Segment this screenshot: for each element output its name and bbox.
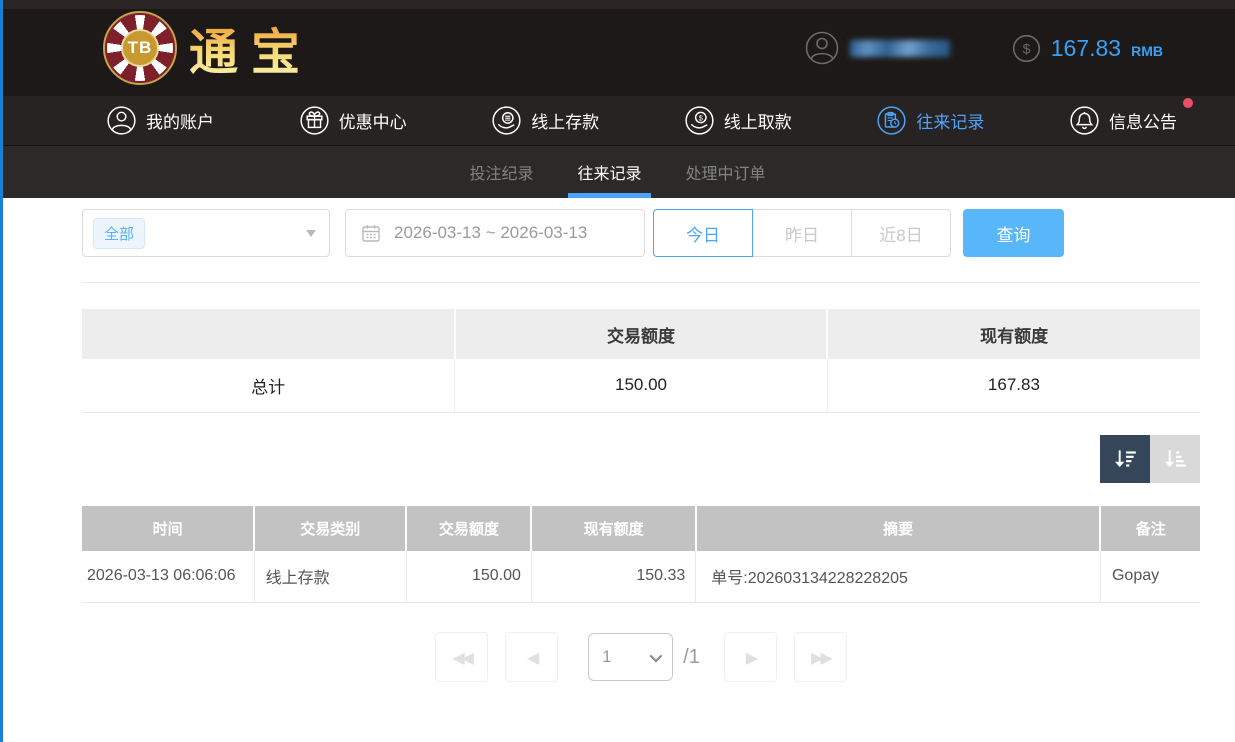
page-select-value: 1 [602,647,612,666]
col-summary: 摘要 [694,505,1101,551]
type-select[interactable]: 全部 [82,209,330,257]
record-current-amount: 150.33 [530,550,696,603]
subnav: 投注纪录 往来记录 处理中订单 [0,146,1235,198]
col-current-amount: 现有额度 [530,505,696,551]
record-summary: 单号:202603134228228205 [695,550,1101,603]
date-range-input[interactable]: 2026-03-13 ~ 2026-03-13 [345,209,645,257]
records-header-row: 时间 交易类别 交易额度 现有额度 摘要 备注 [82,505,1200,551]
quick-btn-yesterday[interactable]: 昨日 [752,209,852,257]
summary-trade-amount: 150.00 [454,359,828,413]
user-account[interactable] [804,30,950,66]
sort-ascending-button[interactable] [1150,434,1200,483]
record-time: 2026-03-13 06:06:06 [82,550,255,603]
brand-name: 通宝 [189,13,313,84]
page-select[interactable]: 1 [588,633,674,681]
nav-item-deposit[interactable]: 线上存款 [491,105,599,136]
sort-ascending-icon [1165,449,1186,467]
record-type: 线上存款 [253,550,407,603]
chevron-down-icon [649,649,663,662]
record-remark: Gopay [1099,550,1200,603]
first-page-button[interactable]: ◀◀ [435,632,489,682]
user-icon [107,106,136,135]
section-divider [82,282,1200,283]
quick-range-group: 今日 昨日 近8日 [653,209,951,257]
pagination: ◀◀ ◀ 1 /1 ▶ ▶▶ [82,632,1200,682]
poker-chip-icon: TB [103,11,177,85]
balance: $ 167.83 RMB [1012,34,1163,63]
nav-item-my-account[interactable]: 我的账户 [106,105,214,136]
filter-bar: 全部 2026-03-13 ~ 2026-03-13 今日 昨日 近8日 查询 [82,209,1200,257]
next-page-button[interactable]: ▶ [723,632,777,682]
gift-icon [300,106,329,135]
header-right: $ 167.83 RMB [804,30,1235,66]
nav-item-promotions[interactable]: 优惠中心 [299,105,407,136]
sort-controls [82,434,1200,483]
nav-item-records[interactable]: 往来记录 [876,105,984,136]
withdraw-icon: $ [685,106,714,135]
balance-currency: RMB [1131,43,1163,59]
col-time: 时间 [82,505,255,551]
date-range-value: 2026-03-13 ~ 2026-03-13 [394,223,588,242]
nav-item-announcements[interactable]: 信息公告 [1069,98,1193,136]
search-button[interactable]: 查询 [963,209,1064,257]
top-header: TB 通宝 $ 167.83 RMB [0,0,1235,96]
col-remark: 备注 [1099,505,1200,551]
svg-text:$: $ [1022,40,1030,56]
col-type: 交易类别 [253,505,407,551]
chip-monogram: TB [121,29,159,67]
left-edge-strip [0,0,3,742]
calendar-icon [362,225,380,242]
tab-pending-orders[interactable]: 处理中订单 [685,166,766,183]
brand-logo[interactable]: TB 通宝 [103,11,313,85]
summary-header-trade-amount: 交易额度 [453,309,828,359]
summary-total-label: 总计 [82,359,455,413]
col-trade-amount: 交易额度 [405,505,532,551]
sort-descending-button[interactable] [1100,434,1150,483]
tab-betting-records[interactable]: 投注纪录 [469,166,534,183]
svg-text:$: $ [698,114,703,123]
main-nav: 我的账户 优惠中心 线上存款 $ 线上取款 [0,96,1235,146]
deposit-icon [492,106,521,135]
quick-btn-today[interactable]: 今日 [653,209,753,257]
summary-current-amount: 167.83 [826,359,1200,413]
coin-icon: $ [1012,34,1040,62]
summary-header-current-amount: 现有额度 [826,309,1200,359]
tab-transaction-records[interactable]: 往来记录 [555,146,663,198]
table-row: 2026-03-13 06:06:06 线上存款 150.00 150.33 单… [82,550,1200,603]
summary-header-empty [82,309,455,359]
nav-item-withdraw[interactable]: $ 线上取款 [684,105,792,136]
summary-total-row: 总计 150.00 167.83 [82,359,1200,413]
username-redacted [849,39,950,57]
balance-amount: 167.83 [1050,34,1122,61]
records-icon [877,106,906,135]
sort-descending-icon [1115,449,1136,467]
content: 全部 2026-03-13 ~ 2026-03-13 今日 昨日 近8日 查询 [0,209,1235,682]
type-select-tag: 全部 [93,217,146,249]
record-trade-amount: 150.00 [405,550,532,603]
page-total-label: /1 [683,645,700,668]
notification-badge [1182,98,1193,108]
last-page-button[interactable]: ▶▶ [793,632,847,682]
prev-page-button[interactable]: ◀ [505,632,559,682]
avatar-icon [805,31,839,65]
caret-down-icon [306,229,316,237]
summary-header-row: 交易额度 现有额度 [82,309,1200,359]
records-table: 时间 交易类别 交易额度 现有额度 摘要 备注 2026-03-13 06:06… [82,505,1200,603]
bell-icon [1070,106,1099,135]
quick-btn-last8days[interactable]: 近8日 [851,209,951,257]
summary-table: 交易额度 现有额度 总计 150.00 167.83 [82,309,1200,413]
